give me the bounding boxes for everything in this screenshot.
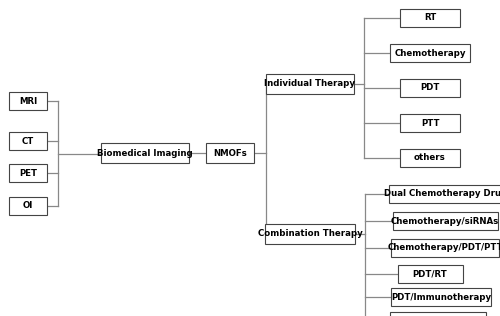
Text: CT: CT (22, 137, 34, 145)
Text: Individual Therapy: Individual Therapy (264, 80, 356, 88)
Text: Chemotherapy/PDT/PTT: Chemotherapy/PDT/PTT (387, 244, 500, 252)
FancyBboxPatch shape (101, 143, 189, 163)
FancyBboxPatch shape (391, 288, 491, 306)
Text: PDT: PDT (420, 83, 440, 93)
Text: PTT: PTT (421, 118, 440, 127)
Text: NMOFs: NMOFs (213, 149, 247, 157)
FancyBboxPatch shape (392, 212, 498, 230)
FancyBboxPatch shape (9, 92, 47, 110)
Text: Chemotherapy/siRNAs: Chemotherapy/siRNAs (391, 216, 499, 226)
FancyBboxPatch shape (9, 164, 47, 182)
Text: Biomedical Imaging: Biomedical Imaging (97, 149, 193, 157)
FancyBboxPatch shape (400, 9, 460, 27)
Text: Chemotherapy: Chemotherapy (394, 48, 466, 58)
FancyBboxPatch shape (206, 143, 254, 163)
FancyBboxPatch shape (400, 79, 460, 97)
FancyBboxPatch shape (400, 114, 460, 132)
FancyBboxPatch shape (9, 197, 47, 215)
Text: MRI: MRI (19, 96, 37, 106)
Text: Combination Therapy: Combination Therapy (258, 229, 362, 239)
Text: PDT/Immunotherapy: PDT/Immunotherapy (391, 293, 491, 301)
FancyBboxPatch shape (398, 265, 462, 283)
FancyBboxPatch shape (390, 312, 486, 316)
FancyBboxPatch shape (9, 132, 47, 150)
FancyBboxPatch shape (391, 239, 499, 257)
FancyBboxPatch shape (265, 224, 355, 244)
Text: PDT/RT: PDT/RT (412, 270, 448, 278)
FancyBboxPatch shape (400, 149, 460, 167)
Text: others: others (414, 154, 446, 162)
Text: PET: PET (19, 168, 37, 178)
FancyBboxPatch shape (390, 44, 470, 62)
FancyBboxPatch shape (389, 185, 500, 203)
FancyBboxPatch shape (266, 74, 354, 94)
Text: OI: OI (23, 202, 33, 210)
Text: RT: RT (424, 14, 436, 22)
Text: Dual Chemotherapy Drugs: Dual Chemotherapy Drugs (384, 190, 500, 198)
